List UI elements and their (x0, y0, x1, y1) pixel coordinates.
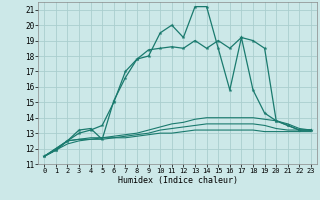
X-axis label: Humidex (Indice chaleur): Humidex (Indice chaleur) (118, 176, 238, 185)
